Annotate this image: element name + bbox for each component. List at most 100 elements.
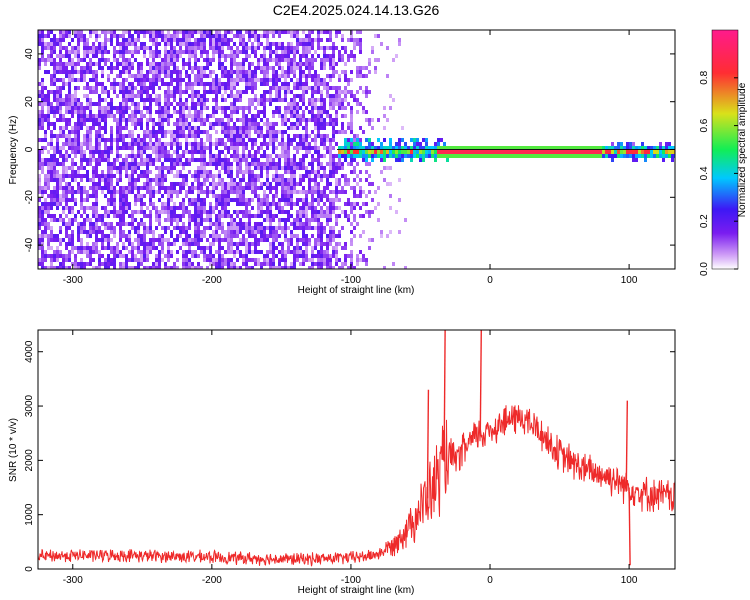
heatmap-cell	[41, 206, 44, 210]
heatmap-cell	[263, 46, 266, 50]
heatmap-cell	[488, 154, 491, 158]
heatmap-cell	[47, 118, 50, 122]
heatmap-cell	[242, 122, 245, 126]
heatmap-cell	[164, 94, 167, 98]
heatmap-cell	[71, 210, 74, 214]
heatmap-cell	[233, 190, 236, 194]
heatmap-cell	[236, 174, 239, 178]
heatmap-cell	[140, 250, 143, 254]
heatmap-cell	[314, 106, 317, 110]
heatmap-cell	[152, 246, 155, 250]
heatmap-cell	[350, 50, 353, 54]
heatmap-cell	[74, 126, 77, 130]
heatmap-cell	[131, 254, 134, 258]
heatmap-cell	[200, 198, 203, 202]
heatmap-cell	[140, 198, 143, 202]
heatmap-cell	[368, 246, 371, 250]
heatmap-cell	[245, 126, 248, 130]
heatmap-cell	[248, 154, 251, 158]
heatmap-cell	[191, 86, 194, 90]
heatmap-cell	[359, 70, 362, 74]
heatmap-cell	[371, 150, 374, 154]
heatmap-cell	[209, 226, 212, 230]
heatmap-cell	[146, 242, 149, 246]
heatmap-cell	[269, 134, 272, 138]
heatmap-cell	[248, 182, 251, 186]
heatmap-cell	[281, 82, 284, 86]
heatmap-cell	[224, 34, 227, 38]
heatmap-cell	[71, 146, 74, 150]
heatmap-cell	[119, 226, 122, 230]
heatmap-cell	[248, 126, 251, 130]
heatmap-cell	[89, 70, 92, 74]
heatmap-cell	[332, 134, 335, 138]
heatmap-cell	[200, 246, 203, 250]
heatmap-cell	[311, 162, 314, 166]
heatmap-cell	[185, 226, 188, 230]
heatmap-cell	[113, 50, 116, 54]
heatmap-cell	[233, 102, 236, 106]
heatmap-cell	[86, 170, 89, 174]
heatmap-cell	[116, 158, 119, 162]
heatmap-cell	[254, 222, 257, 226]
heatmap-cell	[266, 146, 269, 150]
heatmap-cell	[419, 142, 422, 146]
heatmap-cell	[71, 246, 74, 250]
heatmap-cell	[122, 242, 125, 246]
heatmap-cell	[197, 30, 200, 34]
heatmap-cell	[317, 262, 320, 266]
heatmap-cell	[524, 150, 527, 154]
heatmap-cell	[206, 134, 209, 138]
heatmap-cell	[38, 158, 41, 162]
heatmap-cell	[95, 166, 98, 170]
heatmap-cell	[353, 206, 356, 210]
heatmap-cell	[296, 202, 299, 206]
heatmap-cell	[230, 258, 233, 262]
heatmap-cell	[185, 62, 188, 66]
heatmap-cell	[380, 170, 383, 174]
heatmap-cell	[170, 170, 173, 174]
heatmap-cell	[188, 222, 191, 226]
heatmap-cell	[68, 166, 71, 170]
heatmap-cell	[95, 62, 98, 66]
heatmap-cell	[47, 246, 50, 250]
heatmap-cell	[176, 234, 179, 238]
heatmap-cell	[143, 134, 146, 138]
heatmap-cell	[251, 198, 254, 202]
heatmap-cell	[473, 154, 476, 158]
heatmap-cell	[248, 210, 251, 214]
heatmap-cell	[134, 114, 137, 118]
heatmap-cell	[350, 110, 353, 114]
heatmap-cell	[128, 106, 131, 110]
heatmap-cell	[125, 58, 128, 62]
heatmap-cell	[320, 82, 323, 86]
heatmap-cell	[587, 146, 590, 150]
heatmap-cell	[185, 74, 188, 78]
heatmap-cell	[275, 194, 278, 198]
heatmap-cell	[98, 110, 101, 114]
heatmap-cell	[221, 94, 224, 98]
heatmap-cell	[308, 110, 311, 114]
heatmap-cell	[131, 170, 134, 174]
heatmap-cell	[209, 262, 212, 266]
heatmap-cell	[293, 222, 296, 226]
heatmap-cell	[242, 242, 245, 246]
heatmap-cell	[116, 106, 119, 110]
heatmap-cell	[116, 146, 119, 150]
heatmap-cell	[218, 106, 221, 110]
heatmap-cell	[257, 46, 260, 50]
heatmap-cell	[59, 54, 62, 58]
heatmap-cell	[275, 178, 278, 182]
heatmap-cell	[362, 214, 365, 218]
heatmap-cell	[122, 138, 125, 142]
heatmap-cell	[110, 130, 113, 134]
heatmap-cell	[236, 210, 239, 214]
heatmap-cell	[143, 114, 146, 118]
heatmap-cell	[146, 170, 149, 174]
heatmap-cell	[308, 70, 311, 74]
heatmap-cell	[170, 234, 173, 238]
heatmap-cell	[245, 42, 248, 46]
heatmap-cell	[89, 138, 92, 142]
heatmap-cell	[113, 202, 116, 206]
heatmap-cell	[167, 90, 170, 94]
